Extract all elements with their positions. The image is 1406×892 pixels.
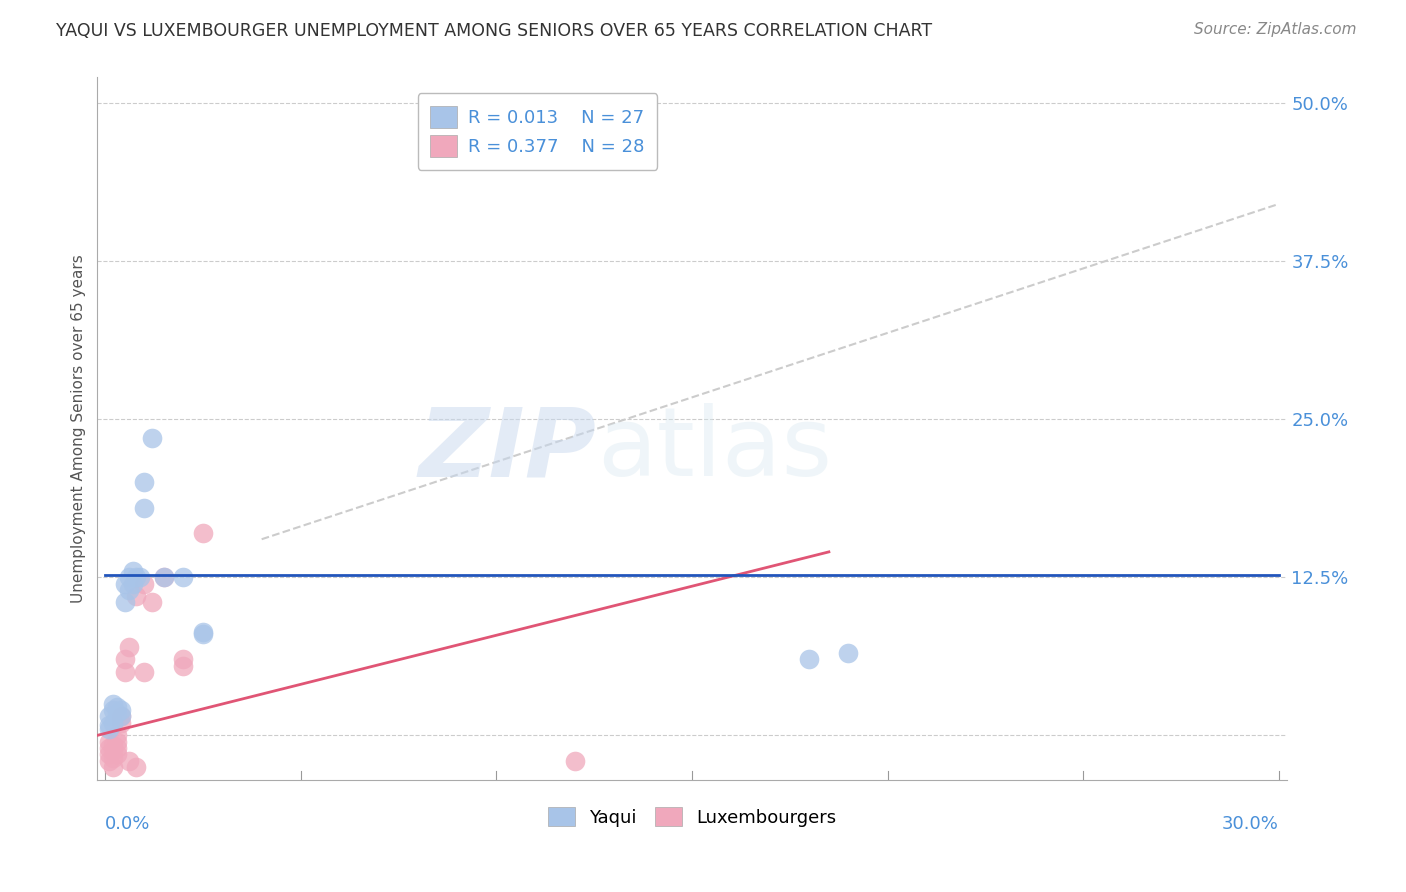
Text: YAQUI VS LUXEMBOURGER UNEMPLOYMENT AMONG SENIORS OVER 65 YEARS CORRELATION CHART: YAQUI VS LUXEMBOURGER UNEMPLOYMENT AMONG… xyxy=(56,22,932,40)
Point xyxy=(101,760,124,774)
Text: atlas: atlas xyxy=(596,403,832,496)
Point xyxy=(114,652,136,666)
Point xyxy=(110,709,132,723)
Point xyxy=(98,747,121,762)
Point xyxy=(172,658,194,673)
Point xyxy=(121,576,143,591)
Y-axis label: Unemployment Among Seniors over 65 years: Unemployment Among Seniors over 65 years xyxy=(72,254,86,603)
Point xyxy=(98,734,121,748)
Point xyxy=(125,589,148,603)
Point xyxy=(125,760,148,774)
Legend: Yaqui, Luxembourgers: Yaqui, Luxembourgers xyxy=(540,799,844,834)
Point xyxy=(134,475,156,490)
Point xyxy=(105,728,128,742)
Point xyxy=(114,665,136,679)
Point xyxy=(101,739,124,753)
Point xyxy=(101,715,124,730)
Point xyxy=(114,576,136,591)
Point xyxy=(153,570,176,584)
Point xyxy=(101,743,124,757)
Point xyxy=(110,709,132,723)
Point xyxy=(117,570,139,584)
Point xyxy=(98,722,121,736)
Point xyxy=(105,700,128,714)
Point xyxy=(121,564,143,578)
Point xyxy=(117,582,139,597)
Point xyxy=(191,627,214,641)
Point xyxy=(105,747,128,762)
Point xyxy=(105,734,128,748)
Point xyxy=(837,646,859,660)
Point xyxy=(564,754,586,768)
Point xyxy=(98,709,121,723)
Point xyxy=(129,570,152,584)
Text: 30.0%: 30.0% xyxy=(1222,814,1279,833)
Point xyxy=(125,570,148,584)
Point xyxy=(105,706,128,720)
Text: 0.0%: 0.0% xyxy=(105,814,150,833)
Point xyxy=(117,640,139,654)
Point xyxy=(101,697,124,711)
Point xyxy=(191,624,214,639)
Point xyxy=(101,703,124,717)
Point xyxy=(141,431,163,445)
Point xyxy=(153,570,176,584)
Point xyxy=(98,718,121,732)
Point xyxy=(110,715,132,730)
Point xyxy=(117,754,139,768)
Point xyxy=(114,595,136,609)
Point xyxy=(98,741,121,756)
Text: Source: ZipAtlas.com: Source: ZipAtlas.com xyxy=(1194,22,1357,37)
Text: ZIP: ZIP xyxy=(419,403,596,496)
Point xyxy=(110,703,132,717)
Point xyxy=(141,595,163,609)
Point xyxy=(98,754,121,768)
Point xyxy=(134,665,156,679)
Point xyxy=(191,525,214,540)
Point xyxy=(172,652,194,666)
Point xyxy=(134,500,156,515)
Point xyxy=(799,652,821,666)
Point xyxy=(101,751,124,765)
Point xyxy=(134,576,156,591)
Point xyxy=(172,570,194,584)
Point xyxy=(105,741,128,756)
